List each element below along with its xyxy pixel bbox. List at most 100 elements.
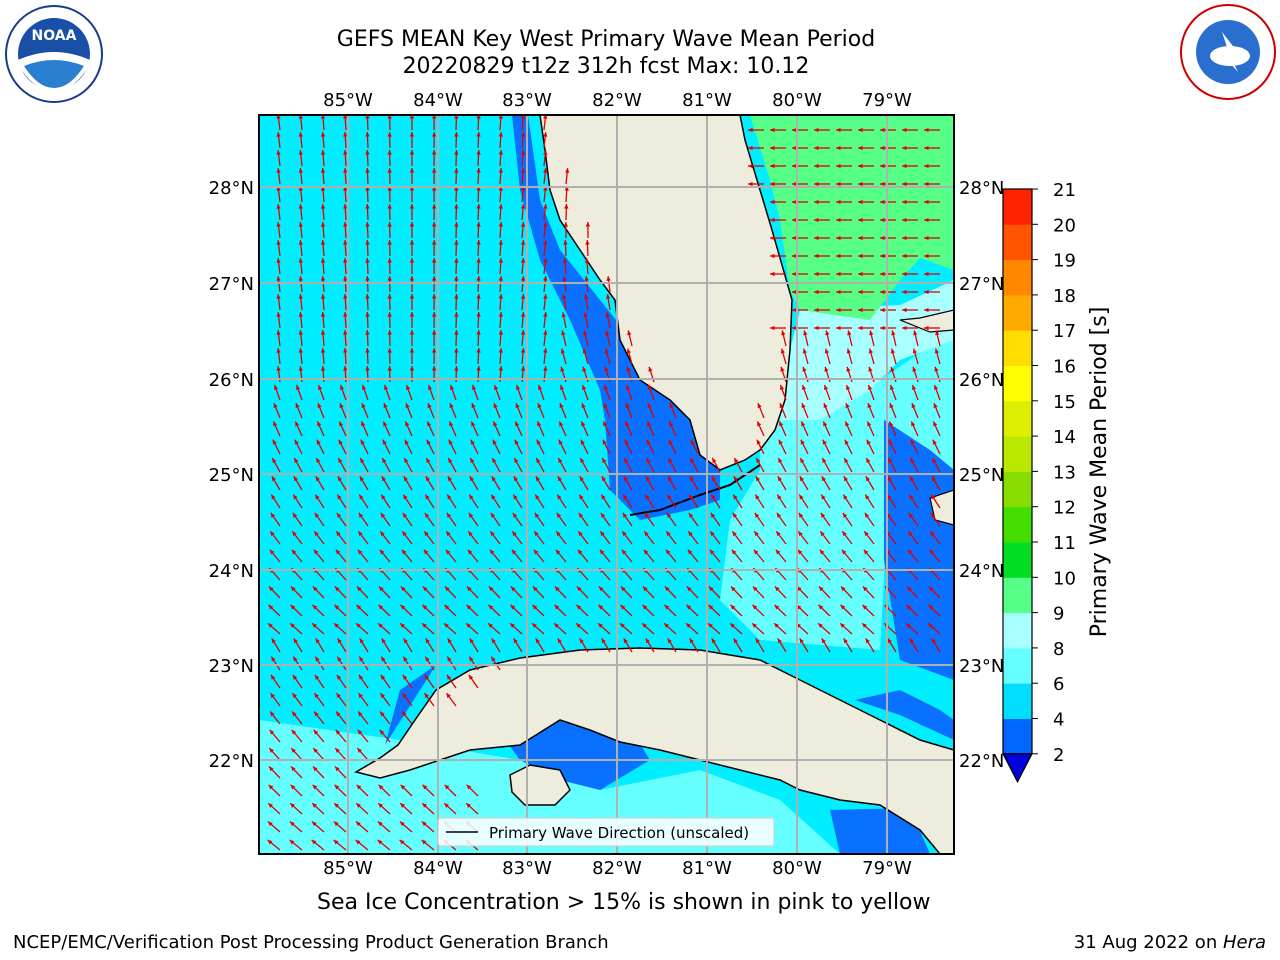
wave-arrow-head (317, 421, 322, 427)
wave-arrow-head (490, 531, 495, 537)
wave-arrow-head (820, 531, 825, 537)
wave-arrow-head (823, 421, 828, 427)
wave-arrow-head (748, 163, 753, 169)
wave-arrow-head (755, 638, 760, 644)
wave-arrow-head (401, 549, 407, 555)
wave-arrow-head (864, 531, 869, 537)
map-grid (259, 115, 954, 854)
wave-arrow-head (313, 729, 319, 735)
wave-arrow-head (290, 586, 296, 592)
wave-arrow-head (818, 604, 824, 610)
wave-arrow-head (336, 711, 341, 717)
wave-arrow-head (520, 204, 526, 209)
wave-arrow-head (933, 421, 938, 427)
wave-arrow-head (311, 821, 317, 827)
wave-arrow-head (387, 150, 392, 155)
colorbar-tick-label: 13 (1053, 462, 1076, 483)
wave-arrow-head (711, 638, 716, 644)
wave-arrow-head (752, 604, 758, 610)
wave-arrow-head (733, 494, 738, 500)
wave-arrow-head (520, 312, 526, 317)
wave-arrow-head (562, 294, 567, 299)
wave-arrow-head (431, 330, 437, 335)
wave-arrow-head (292, 711, 297, 717)
wave-arrow-head (864, 512, 870, 518)
wave-arrow-head (578, 531, 583, 537)
wave-arrow-head (756, 457, 761, 463)
colorbar-tick-label: 6 (1053, 674, 1064, 695)
wave-arrow-head (836, 289, 841, 295)
wave-arrow-head (780, 366, 785, 372)
wave-arrow-head (792, 217, 797, 223)
wave-arrow-head (337, 638, 342, 644)
wave-arrow-head (454, 150, 459, 155)
wave-arrow-head (446, 674, 452, 680)
wave-arrow-head (603, 403, 608, 409)
wave-arrow-head (604, 384, 609, 390)
wave-arrow-head (343, 186, 348, 191)
colorbar-tick-label: 12 (1053, 498, 1076, 519)
wave-arrow-head (532, 586, 538, 592)
wave-arrow-head (902, 199, 907, 205)
wave-arrow-head (664, 604, 670, 610)
wave-arrow-head (557, 638, 562, 644)
wave-arrow-head (378, 604, 384, 610)
wave-arrow-head (755, 476, 760, 482)
wave-arrow-head (361, 421, 366, 427)
colorbar-segment (1003, 542, 1032, 578)
wave-arrow-head (423, 549, 429, 555)
wave-arrow-head (276, 330, 281, 335)
wave-arrow-head (645, 638, 650, 644)
lon-label-top: 79°W (862, 90, 912, 111)
wave-arrow-head (668, 439, 673, 445)
wave-arrow-head (730, 586, 736, 592)
wave-arrow-head (313, 748, 318, 753)
wave-arrow-head (846, 366, 851, 372)
wave-arrow-head (708, 586, 714, 592)
wave-arrow-head (424, 531, 429, 537)
florida-land (539, 115, 793, 471)
wave-arrow-head (365, 150, 370, 155)
wave-arrow-head (934, 366, 939, 372)
wave-arrow-head (558, 439, 563, 445)
colorbar-segment (1003, 224, 1032, 261)
wave-arrow-head (534, 531, 539, 537)
wave-arrow-head (554, 604, 560, 610)
lat-label-left: 26°N (209, 370, 254, 391)
wave-arrow-head (535, 494, 540, 500)
wave-arrow-head (880, 181, 885, 187)
wave-arrow-head (381, 638, 386, 644)
wave-arrow-head (403, 494, 408, 500)
wave-arrow-head (359, 494, 364, 500)
wave-arrow-head (276, 240, 281, 245)
wave-arrow-head (862, 586, 868, 592)
wave-arrow-head (454, 348, 459, 353)
wave-arrow-head (343, 312, 348, 317)
wave-arrow-head (425, 638, 430, 644)
wave-arrow-head (928, 586, 934, 592)
wave-arrow-head (269, 549, 275, 555)
wave-arrow-head (334, 784, 340, 790)
wave-arrow-head (493, 421, 498, 427)
wave-arrow-head (627, 330, 632, 336)
wave-arrow-head (543, 186, 548, 191)
wave-arrow-head (476, 258, 481, 263)
wave-arrow-head (409, 348, 415, 353)
wave-arrow-head (924, 127, 929, 133)
wave-arrow-head (858, 145, 863, 151)
wave-arrow-head (444, 586, 450, 592)
wave-arrow-head (748, 181, 753, 187)
wave-arrow-head (402, 693, 407, 699)
wave-arrow-head (912, 348, 917, 354)
wave-arrow-head (890, 384, 895, 390)
wave-arrow-head (754, 512, 760, 518)
wave-arrow-head (431, 348, 437, 353)
wave-arrow-head (334, 604, 340, 610)
wave-arrow-head (931, 638, 936, 644)
wave-arrow-head (891, 330, 896, 336)
wave-arrow-head (399, 821, 405, 827)
wave-arrow-head (294, 439, 299, 445)
colorbar-segment (1003, 471, 1032, 508)
wave-arrow-head (554, 586, 560, 592)
wave-arrow-head (298, 150, 303, 155)
